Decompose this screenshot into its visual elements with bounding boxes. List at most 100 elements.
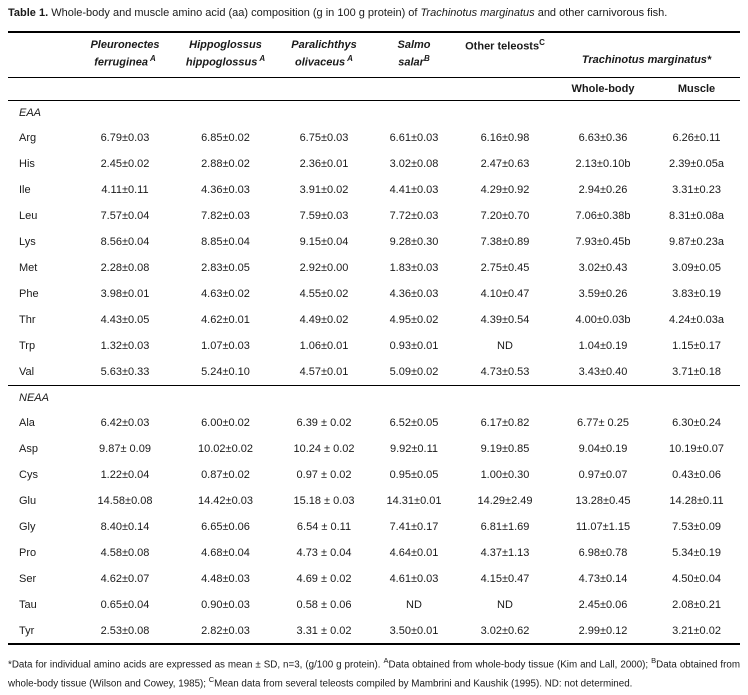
value-cell: 5.09±0.02 — [389, 365, 439, 378]
value-cell: 2.88±0.02 — [201, 158, 250, 170]
col-header-paralichthys-olivaceus: Paralichthys olivaceus A — [277, 32, 371, 77]
value-cell: 4.24±0.03a — [669, 314, 724, 326]
value-cell: 2.45±0.02 — [100, 158, 150, 170]
value-cell: 4.43±0.05 — [100, 314, 150, 326]
value-cell: 0.65±0.04 — [100, 599, 150, 611]
value-cell: 6.85±0.02 — [201, 132, 250, 144]
value-cell: 6.65±0.06 — [201, 521, 250, 533]
value-cell: 9.19±0.85 — [480, 443, 530, 455]
value-cell: 0.97±0.07 — [578, 469, 628, 481]
table-row: Pro 4.58±0.08 4.68±0.04 4.73 ± 0.04 4.64±0.0… — [8, 540, 740, 566]
amino-acid-label: Tau — [19, 599, 37, 611]
amino-acid-label: Lys — [19, 236, 36, 248]
table-row: Ala 6.42±0.03 6.00±0.02 6.39 ± 0.02 6.52±0.0… — [8, 410, 740, 436]
value-cell: 9.28±0.30 — [389, 236, 439, 248]
table-row: Lys 8.56±0.04 8.85±0.04 9.15±0.04 9.28±0.30 7… — [8, 229, 740, 255]
value-cell: 4.10±0.47 — [480, 288, 530, 300]
value-cell: 1.83±0.03 — [389, 262, 439, 274]
table-row: Met 2.28±0.08 2.83±0.05 2.92±0.00 1.83±0.03 2… — [8, 255, 740, 281]
value-cell: 2.75±0.45 — [480, 262, 530, 274]
value-cell: 4.36±0.03 — [201, 184, 250, 196]
value-cell: 14.29±2.49 — [477, 495, 533, 507]
value-cell: 2.92±0.00 — [299, 262, 349, 274]
value-cell: 6.52±0.05 — [389, 417, 439, 429]
value-cell: 8.40±0.14 — [100, 521, 150, 533]
amino-acid-label: Asp — [19, 443, 38, 455]
table-row: Tyr 2.53±0.08 2.82±0.03 3.31 ± 0.02 3.50±0.0… — [8, 618, 740, 644]
table-row: Gly 8.40±0.14 6.65±0.06 6.54 ± 0.11 7.41±0.1… — [8, 514, 740, 540]
value-cell: 1.15±0.17 — [672, 340, 721, 352]
value-cell: 6.26±0.11 — [672, 132, 721, 144]
value-cell: 7.57±0.04 — [100, 210, 150, 222]
table-row: His 2.45±0.02 2.88±0.02 2.36±0.01 3.02±0.08 2… — [8, 151, 740, 177]
table-row: Tau 0.65±0.04 0.90±0.03 0.58 ± 0.06 ND ND 2.45… — [8, 592, 740, 618]
value-cell: 7.59±0.03 — [299, 210, 349, 222]
value-cell: 6.79±0.03 — [100, 132, 150, 144]
species-header-row: Pleuronectes ferruginea A Hippoglossus hi… — [8, 32, 741, 77]
reference-superscript: A — [150, 54, 156, 64]
amino-acid-label: Gly — [19, 521, 36, 533]
value-cell: 9.92±0.11 — [389, 443, 439, 455]
value-cell: 4.55±0.02 — [299, 288, 349, 300]
amino-acid-label: Trp — [19, 340, 36, 352]
amino-acid-composition-table: Pleuronectes ferruginea A Hippoglossus hi… — [8, 31, 741, 645]
species-name-line2: hippoglossus — [185, 57, 258, 70]
value-cell: 10.19±0.07 — [669, 443, 724, 455]
reference-superscript: A — [259, 54, 266, 64]
value-cell: 6.63±0.36 — [578, 132, 628, 144]
value-cell: 6.61±0.03 — [389, 132, 439, 144]
empty-corner-cell — [8, 32, 76, 77]
col-header-hippoglossus-hippoglossus: Hippoglossus hippoglossus A — [174, 32, 277, 77]
value-cell: 0.95±0.05 — [389, 469, 439, 481]
value-cell: 4.64±0.01 — [389, 547, 439, 559]
amino-acid-label: Leu — [19, 210, 38, 222]
amino-acid-label: Phe — [19, 288, 39, 300]
value-cell: 6.42±0.03 — [100, 417, 150, 429]
col-header-other-teleosts: Other teleostsC — [457, 32, 553, 77]
value-cell: 3.83±0.19 — [672, 288, 721, 300]
value-cell: 4.68±0.04 — [201, 547, 250, 559]
table-title-species: Trachinotus marginatus — [420, 7, 535, 19]
value-cell: 3.98±0.01 — [100, 288, 150, 300]
value-cell: 2.13±0.10b — [575, 158, 631, 170]
value-cell: 0.43±0.06 — [672, 469, 721, 481]
value-cell: 4.69 ± 0.02 — [296, 573, 352, 585]
value-cell: 4.62±0.07 — [100, 573, 150, 585]
value-cell: 6.17±0.82 — [480, 417, 530, 429]
value-cell: 0.93±0.01 — [389, 340, 439, 352]
amino-acid-label: Ile — [19, 184, 31, 196]
table-row: Asp 9.87± 0.09 10.02±0.02 10.24 ± 0.02 9.92±… — [8, 436, 740, 462]
table-title-text-before: Whole-body and muscle amino acid (aa) co… — [48, 7, 421, 19]
amino-acid-label: Glu — [19, 495, 37, 507]
value-cell: 6.00±0.02 — [201, 417, 250, 429]
value-cell: 2.45±0.06 — [578, 599, 628, 611]
sub-header-muscle: Muscle — [677, 82, 716, 95]
value-cell: 3.02±0.62 — [480, 624, 530, 637]
value-cell: 6.81±1.69 — [480, 521, 530, 533]
value-cell: 6.39 ± 0.02 — [296, 417, 352, 429]
value-cell: 1.00±0.30 — [480, 469, 530, 481]
value-cell: 4.61±0.03 — [389, 573, 439, 585]
value-cell: 4.73±0.53 — [480, 365, 530, 378]
value-cell: 5.24±0.10 — [201, 365, 250, 378]
value-cell: 6.30±0.24 — [672, 417, 721, 429]
amino-acid-label: Ser — [19, 573, 37, 585]
value-cell: 9.04±0.19 — [578, 443, 628, 455]
value-cell: 3.31 ± 0.02 — [296, 624, 352, 637]
value-cell: 3.21±0.02 — [672, 624, 721, 637]
value-cell: 4.57±0.01 — [299, 365, 349, 378]
value-cell: 2.36±0.01 — [299, 158, 349, 170]
value-cell: ND — [497, 599, 513, 611]
value-cell: 9.87± 0.09 — [99, 443, 151, 455]
table-row: Leu 7.57±0.04 7.82±0.03 7.59±0.03 7.72±0.03 7… — [8, 203, 740, 229]
section-header-row: EAA — [8, 100, 740, 125]
span-header-marker: * — [706, 53, 712, 66]
species-name-line2: ferruginea — [94, 57, 148, 70]
footnote-superscript: C — [208, 674, 215, 684]
table-row: Glu 14.58±0.08 14.42±0.03 15.18 ± 0.03 14.31… — [8, 488, 740, 514]
section-label: NEAA — [19, 391, 49, 404]
table-title-label: Table 1. — [8, 7, 49, 19]
value-cell: 15.18 ± 0.03 — [293, 495, 355, 507]
amino-acid-label: Cys — [19, 469, 38, 481]
value-cell: 11.07±1.15 — [575, 521, 631, 533]
